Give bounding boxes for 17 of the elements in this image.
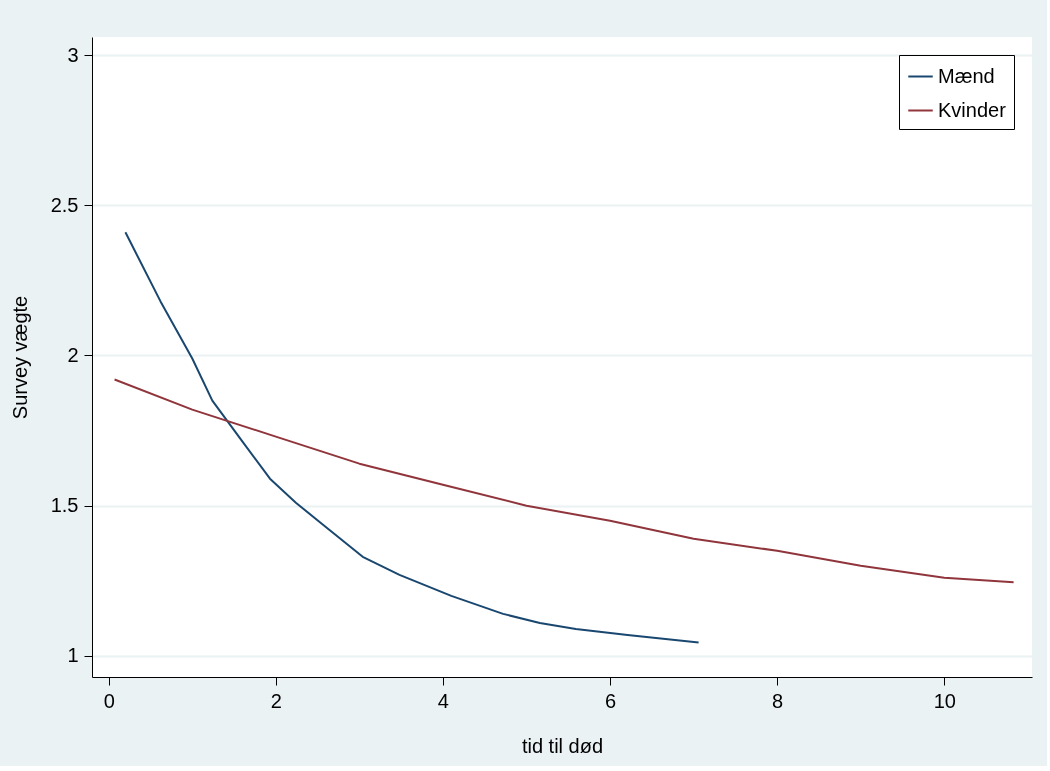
y-axis-title: Survey vægte	[8, 295, 31, 420]
x-tick-label: 8	[772, 689, 784, 712]
legend-label: Mænd	[938, 64, 995, 87]
y-tick-label: 1.5	[50, 494, 79, 517]
line-series	[124, 231, 700, 644]
x-tick-label: 6	[604, 689, 617, 712]
x-axis-title: tid til død	[521, 734, 604, 757]
x-tick-label: 0	[103, 689, 115, 712]
x-tick-label: 10	[933, 689, 956, 712]
y-tick-label: 2.5	[50, 193, 79, 216]
x-tick-label: 4	[437, 689, 449, 712]
y-tick-label: 1	[67, 644, 79, 667]
y-tick-label: 2	[67, 344, 79, 366]
line-series	[113, 378, 1015, 584]
y-tick-label: 3	[67, 43, 79, 66]
legend-label: Kvinder	[938, 98, 1007, 121]
x-tick-label: 2	[270, 689, 282, 712]
